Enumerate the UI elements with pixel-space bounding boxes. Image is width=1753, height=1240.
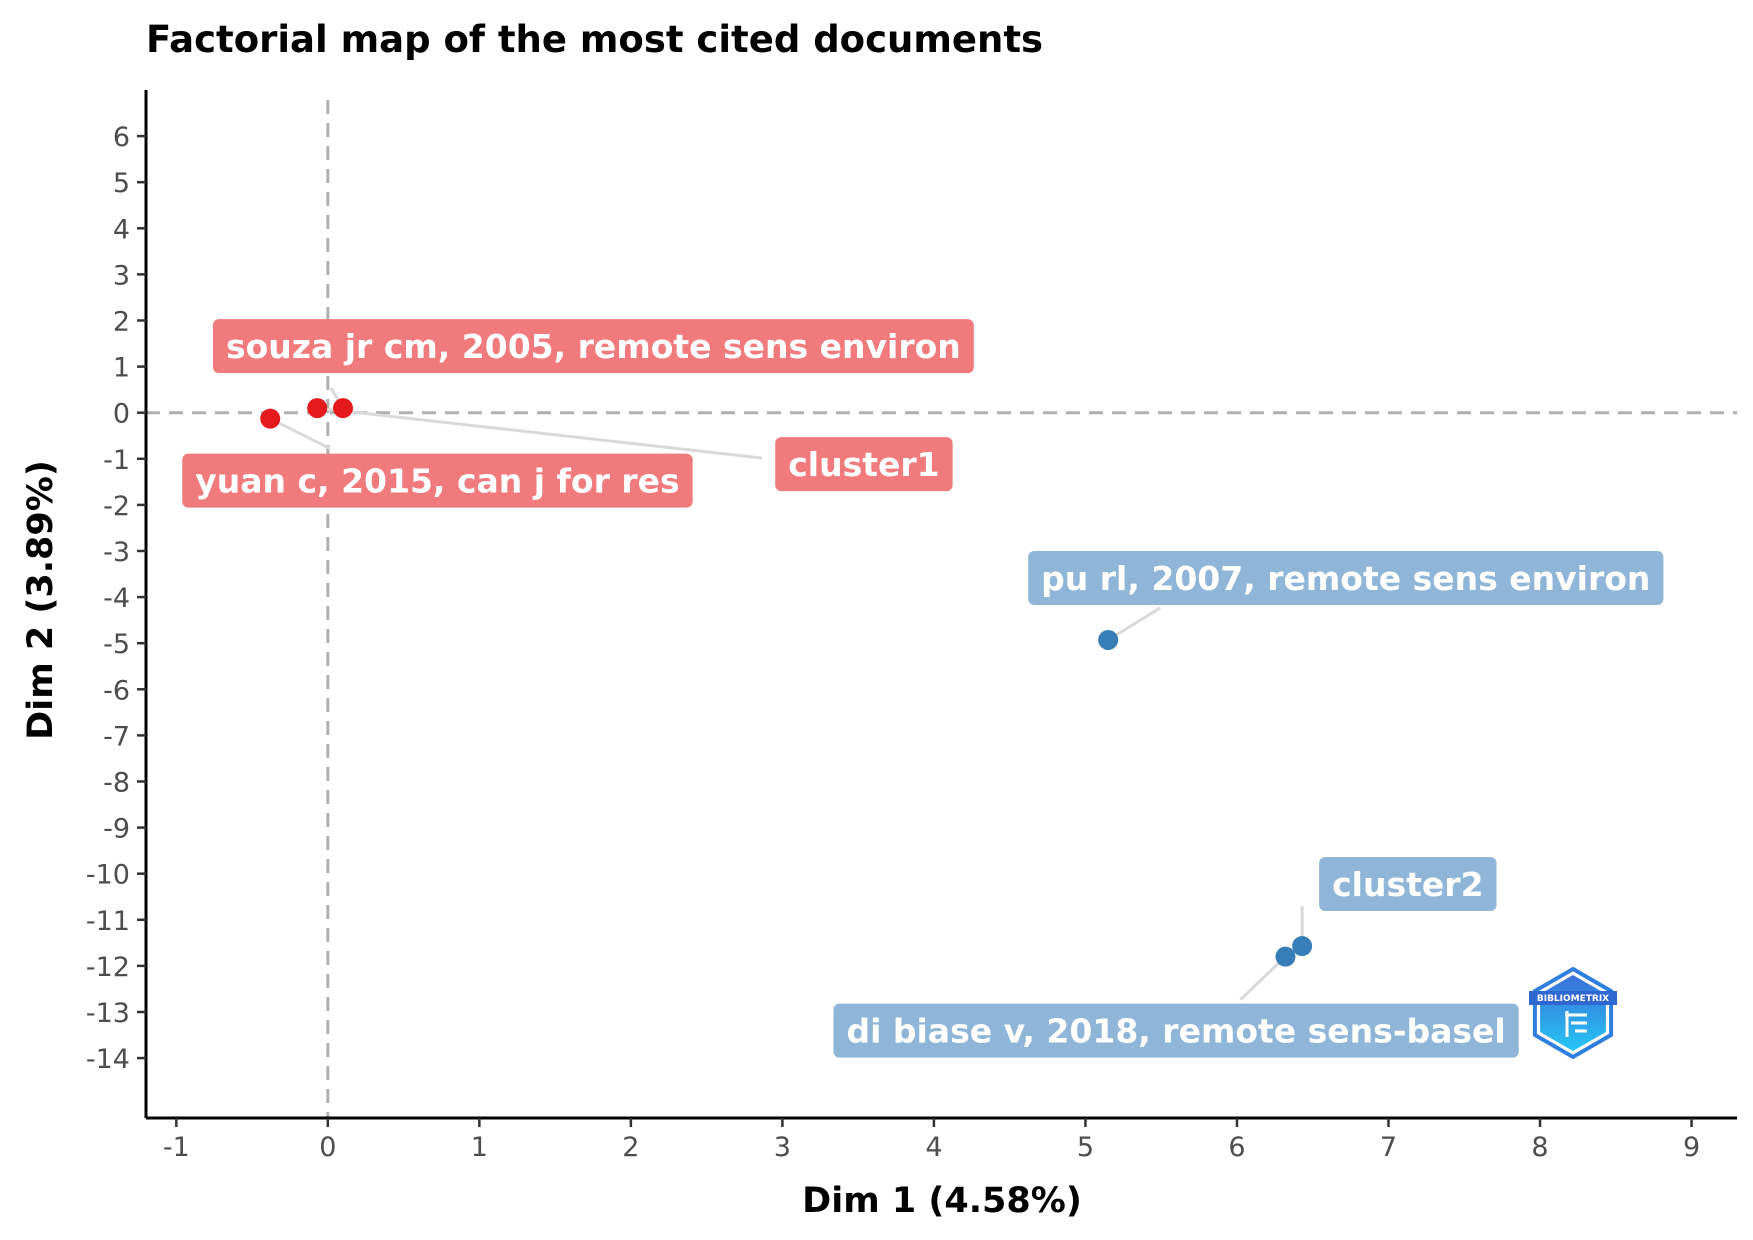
- point-label-text: yuan c, 2015, can j for res: [195, 462, 679, 501]
- y-tick-label: -13: [86, 998, 130, 1029]
- point-label-text: cluster2: [1332, 865, 1483, 904]
- y-tick-label: 2: [113, 306, 130, 337]
- data-point: [1292, 936, 1313, 957]
- point-label: yuan c, 2015, can j for res: [182, 453, 693, 508]
- y-tick-label: -1: [103, 445, 130, 476]
- reference-lines: [146, 100, 1737, 1118]
- x-tick-label: 9: [1683, 1132, 1700, 1163]
- x-tick-label: 7: [1380, 1132, 1397, 1163]
- y-tick-label: 0: [113, 399, 130, 430]
- y-tick-label: -3: [103, 537, 130, 568]
- point-label-box: [775, 437, 953, 492]
- y-tick-label: -14: [86, 1044, 130, 1075]
- point-label-box: [182, 453, 693, 508]
- point-label-box: [1028, 550, 1664, 605]
- point-label-box: [833, 1003, 1519, 1058]
- axes: -1 0 1 2 3 4 5 6 7 8 96543210-1-2-3-4-5-6-7-8-9-10…: [86, 90, 1737, 1163]
- data-point: [332, 398, 353, 419]
- bibliometrix-logo: BIBLIOMETRIX: [1529, 966, 1617, 1060]
- x-tick-label: 5: [1077, 1132, 1094, 1163]
- x-tick-label: 1: [471, 1132, 488, 1163]
- data-point: [1098, 629, 1119, 650]
- logo-banner: [1529, 991, 1617, 1005]
- point-label-text: di biase v, 2018, remote sens-basel: [846, 1012, 1505, 1051]
- point-label: souza jr cm, 2005, remote sens environ: [212, 319, 974, 374]
- point-label-text: pu rl, 2007, remote sens environ: [1041, 559, 1650, 598]
- y-tick-label: 1: [113, 353, 130, 384]
- point-labels: souza jr cm, 2005, remote sens environ yu…: [182, 319, 1664, 1058]
- y-tick-label: -6: [103, 675, 130, 706]
- label-connector: [317, 406, 763, 460]
- point-label: di biase v, 2018, remote sens-basel: [833, 1003, 1519, 1058]
- y-tick-label: -4: [103, 583, 130, 614]
- y-tick-label: 3: [113, 260, 130, 291]
- y-tick-label: -5: [103, 629, 130, 660]
- x-tick-label: 0: [319, 1132, 336, 1163]
- y-tick-label: -11: [86, 906, 130, 937]
- y-tick-label: -8: [103, 767, 130, 798]
- y-tick-label: -9: [103, 814, 130, 845]
- y-axis-title: Dim 2 (3.89%): [21, 460, 61, 740]
- y-tick-label: -12: [86, 952, 130, 983]
- point-label-box: [1319, 857, 1497, 912]
- data-point: [1275, 946, 1296, 967]
- chart-title: Factorial map of the most cited document…: [146, 18, 1043, 61]
- logo-hexagon-fill: [1540, 975, 1606, 1051]
- y-tick-label: 5: [113, 168, 130, 199]
- y-tick-label: -7: [103, 721, 130, 752]
- point-label-box: [212, 319, 974, 374]
- data-points: [260, 398, 1313, 967]
- point-label-text: souza jr cm, 2005, remote sens environ: [226, 327, 961, 366]
- x-axis-title: Dim 1 (4.58%): [802, 1181, 1082, 1221]
- label-connector: [269, 417, 331, 451]
- x-tick-label: 2: [622, 1132, 639, 1163]
- x-tick-label: 8: [1531, 1132, 1548, 1163]
- x-tick-label: 3: [774, 1132, 791, 1163]
- point-label: cluster1: [775, 437, 953, 492]
- y-tick-label: -2: [103, 491, 130, 522]
- logo-glyph: [1565, 1011, 1587, 1037]
- data-point: [307, 398, 328, 419]
- x-tick-label: 6: [1228, 1132, 1245, 1163]
- point-label: cluster2: [1319, 857, 1497, 912]
- point-label: pu rl, 2007, remote sens environ: [1028, 550, 1664, 605]
- point-label-text: cluster1: [788, 445, 939, 484]
- x-tick-label: -1: [163, 1132, 190, 1163]
- y-tick-label: 6: [113, 122, 130, 153]
- y-tick-label: -10: [86, 860, 130, 891]
- label-connector: [1107, 606, 1161, 642]
- y-tick-label: 4: [113, 214, 130, 245]
- logo-text: BIBLIOMETRIX: [1537, 994, 1609, 1004]
- x-tick-label: 4: [925, 1132, 942, 1163]
- label-connectors: [269, 387, 1304, 1001]
- data-point: [260, 408, 281, 429]
- label-connector: [1239, 955, 1287, 1001]
